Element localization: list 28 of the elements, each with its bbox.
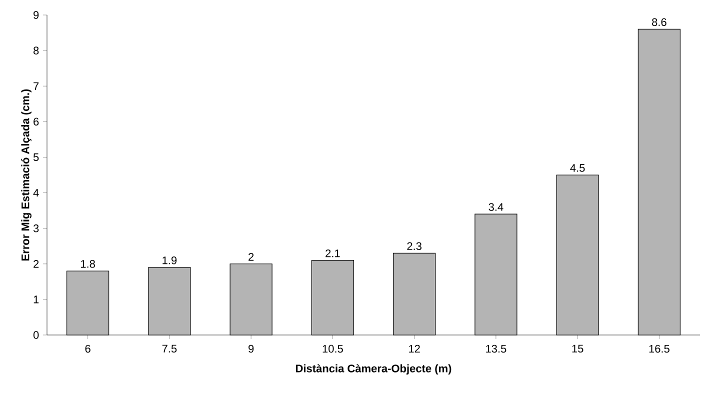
data-label: 2.3 — [407, 242, 422, 250]
data-label: 1.9 — [162, 256, 177, 264]
y-axis-title: Error Mig Estimació Alçada (cm.) — [21, 89, 32, 260]
x-tick-label: 6 — [85, 344, 90, 353]
x-tick-label: 12 — [409, 344, 420, 353]
y-tick-label: 5 — [33, 153, 39, 162]
data-label: 2.1 — [326, 249, 340, 258]
data-label: 4.5 — [570, 164, 585, 172]
data-label: 8.6 — [652, 18, 666, 26]
x-tick-label: 10.5 — [322, 344, 343, 353]
y-tick-label: 7 — [34, 82, 39, 90]
data-label: 1.8 — [81, 260, 95, 268]
x-tick-label: 9 — [248, 344, 254, 353]
data-label: 2 — [248, 253, 254, 261]
data-label: 3.4 — [488, 203, 504, 211]
y-tick-label: 9 — [34, 11, 39, 19]
y-tick-label: 6 — [34, 118, 39, 126]
x-tick-label: 15 — [572, 344, 584, 353]
x-tick-label: 7.5 — [162, 344, 177, 353]
y-tick-label: 0 — [33, 331, 39, 339]
y-tick-label: 2 — [34, 260, 39, 268]
y-tick-label: 4 — [33, 188, 39, 197]
x-tick-label: 16.5 — [649, 344, 670, 353]
x-axis-title: Distància Càmera-Objecte (m) — [296, 364, 452, 375]
y-tick-label: 1 — [34, 296, 39, 304]
y-tick-label: 3 — [33, 224, 39, 232]
x-tick-label: 13.5 — [486, 344, 506, 353]
y-tick-label: 8 — [34, 46, 39, 54]
